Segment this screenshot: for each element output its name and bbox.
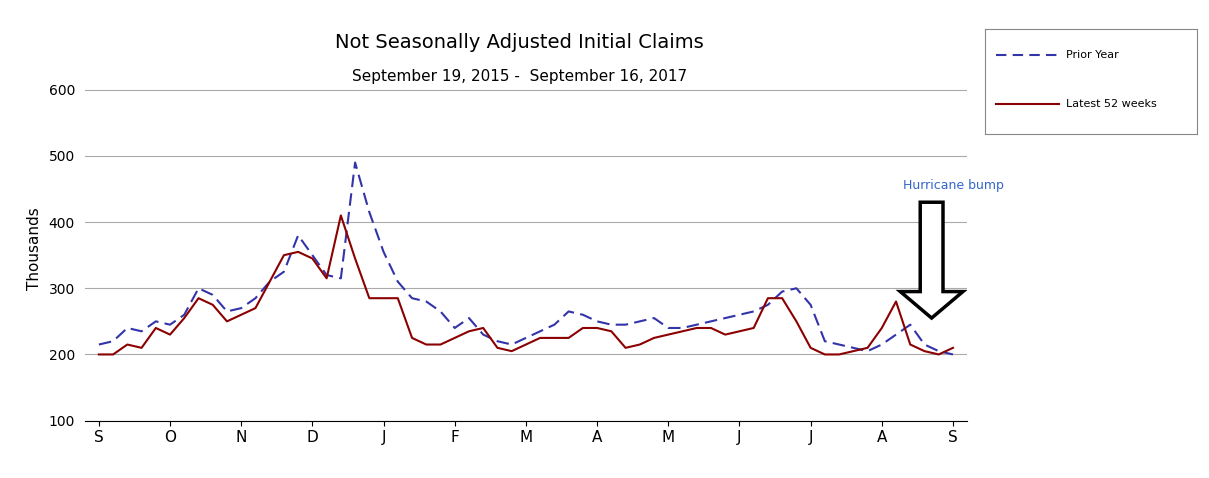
Latest 52 weeks (334, 213, 348, 218)
Latest 52 weeks (846, 348, 861, 354)
Prior Year (846, 345, 861, 351)
Text: Latest 52 weeks: Latest 52 weeks (1066, 99, 1157, 109)
Latest 52 weeks (291, 249, 306, 255)
Latest 52 weeks (618, 345, 632, 351)
Text: September 19, 2015 -  September 16, 2017: September 19, 2015 - September 16, 2017 (352, 69, 688, 84)
Text: Not Seasonally Adjusted Initial Claims: Not Seasonally Adjusted Initial Claims (335, 33, 705, 53)
Latest 52 weeks (561, 335, 575, 341)
Text: Prior Year: Prior Year (1066, 50, 1118, 60)
Prior Year (291, 232, 306, 238)
Prior Year (348, 160, 363, 165)
Prior Year (561, 309, 575, 315)
Latest 52 weeks (405, 335, 420, 341)
Latest 52 weeks (92, 352, 106, 358)
Prior Year (945, 352, 960, 358)
Text: Hurricane bump: Hurricane bump (903, 179, 1003, 192)
Latest 52 weeks (262, 279, 277, 284)
Prior Year (618, 322, 632, 327)
Line: Latest 52 weeks: Latest 52 weeks (99, 216, 953, 355)
Prior Year (92, 342, 106, 348)
Prior Year (405, 295, 420, 301)
Line: Prior Year: Prior Year (99, 163, 953, 355)
Prior Year (262, 279, 277, 284)
Polygon shape (901, 202, 962, 318)
Latest 52 weeks (945, 345, 960, 351)
Y-axis label: Thousands: Thousands (27, 207, 41, 290)
